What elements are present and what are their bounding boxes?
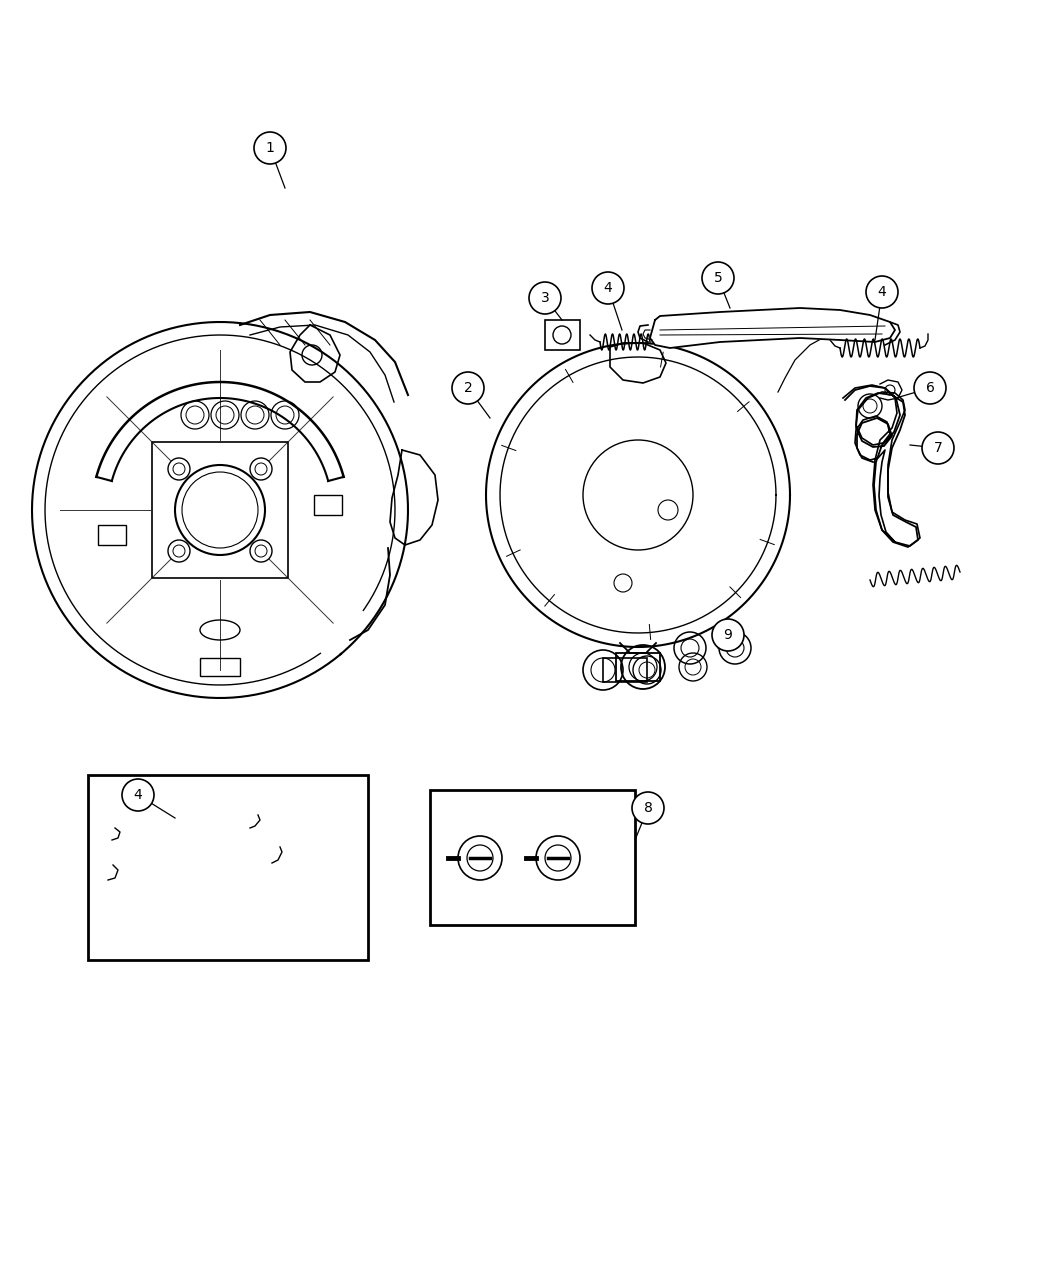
Circle shape <box>922 432 954 464</box>
Bar <box>430 790 635 924</box>
Text: 4: 4 <box>604 280 612 295</box>
Polygon shape <box>650 309 895 348</box>
Text: 9: 9 <box>723 629 733 643</box>
Circle shape <box>452 372 484 404</box>
Bar <box>88 775 367 960</box>
Bar <box>616 653 660 681</box>
Text: 4: 4 <box>133 788 143 802</box>
Bar <box>152 442 288 578</box>
Text: 1: 1 <box>266 142 274 156</box>
Text: 4: 4 <box>878 286 886 300</box>
Text: 2: 2 <box>464 381 473 395</box>
Circle shape <box>632 792 664 824</box>
Circle shape <box>592 272 624 303</box>
Circle shape <box>529 282 561 314</box>
Bar <box>98 525 126 544</box>
Text: 5: 5 <box>714 272 722 286</box>
Text: 3: 3 <box>541 291 549 305</box>
Bar <box>314 495 342 515</box>
Text: 8: 8 <box>644 801 652 815</box>
Circle shape <box>712 618 744 652</box>
Circle shape <box>254 133 286 164</box>
Circle shape <box>702 261 734 295</box>
Circle shape <box>122 779 154 811</box>
Circle shape <box>914 372 946 404</box>
Bar <box>545 320 580 351</box>
Circle shape <box>866 275 898 309</box>
Bar <box>200 658 240 676</box>
Bar <box>603 658 647 682</box>
Text: 7: 7 <box>933 441 943 455</box>
Text: 6: 6 <box>925 381 934 395</box>
